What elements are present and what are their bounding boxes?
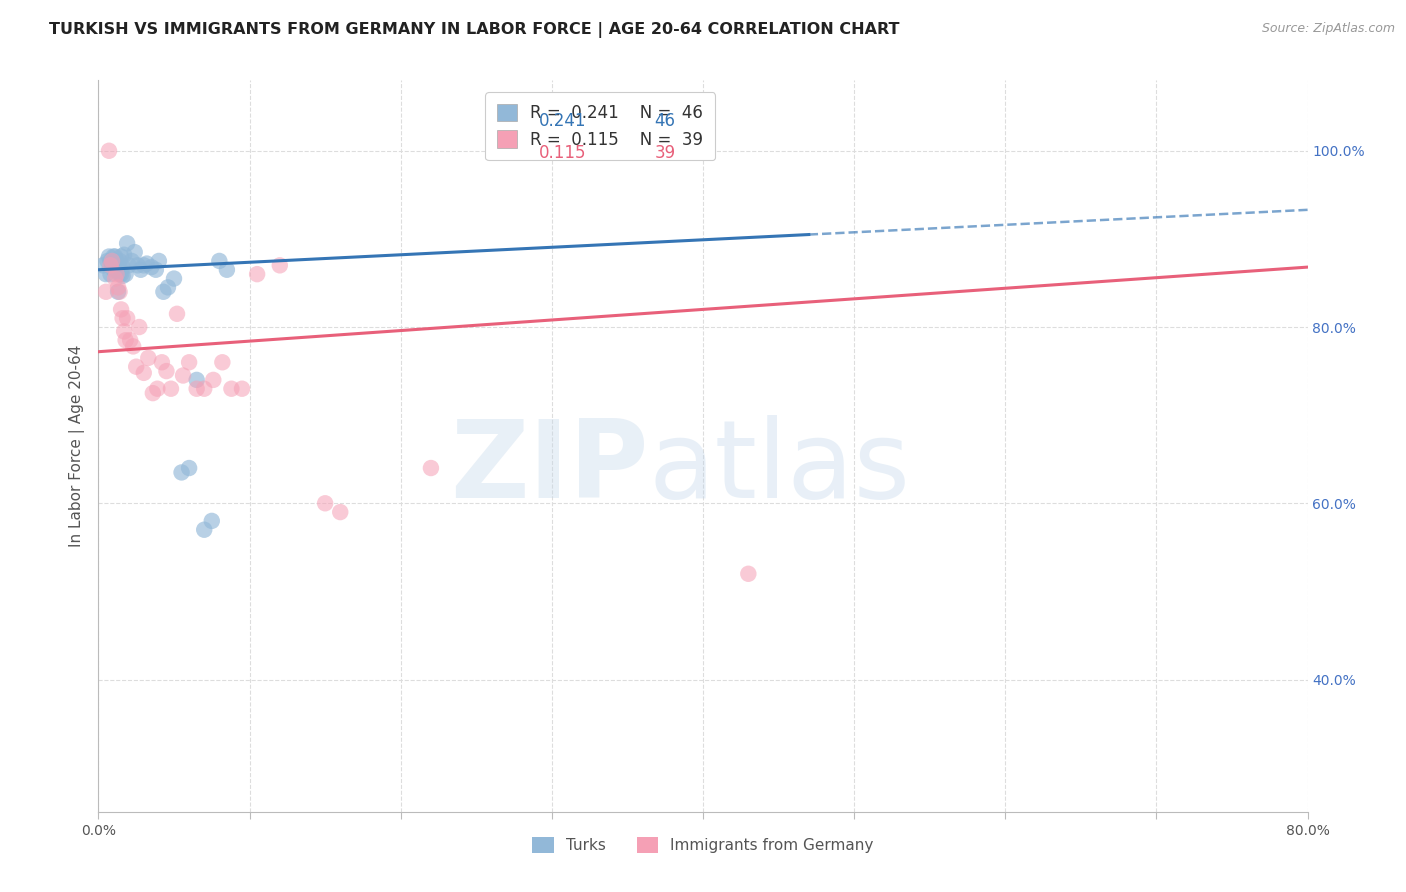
Point xyxy=(124,245,146,260)
Point xyxy=(737,566,759,581)
Point xyxy=(269,258,291,272)
Point xyxy=(100,267,122,281)
Point xyxy=(155,364,177,378)
Point xyxy=(110,250,132,264)
Point xyxy=(146,382,169,396)
Point xyxy=(170,466,193,480)
Point xyxy=(150,355,173,369)
Point xyxy=(94,267,117,281)
Point xyxy=(111,260,134,274)
Point xyxy=(101,254,124,268)
Point xyxy=(172,368,194,383)
Point xyxy=(202,373,225,387)
Point xyxy=(104,258,127,272)
Point xyxy=(179,461,201,475)
Point xyxy=(136,351,159,365)
Point xyxy=(314,496,336,510)
Text: ZIP: ZIP xyxy=(450,415,648,521)
Point xyxy=(110,267,132,281)
Point xyxy=(132,258,155,272)
Point xyxy=(118,258,141,272)
Point xyxy=(120,333,142,347)
Point xyxy=(115,311,138,326)
Point xyxy=(114,333,136,347)
Point xyxy=(179,355,201,369)
Y-axis label: In Labor Force | Age 20-64: In Labor Force | Age 20-64 xyxy=(69,345,86,547)
Point xyxy=(661,144,683,158)
Point xyxy=(110,302,132,317)
Point xyxy=(108,254,131,268)
Point xyxy=(231,382,253,396)
Point xyxy=(221,382,243,396)
Point xyxy=(125,359,148,374)
Point xyxy=(122,339,145,353)
Point xyxy=(115,236,138,251)
Point xyxy=(105,267,128,281)
Point xyxy=(166,307,188,321)
Point xyxy=(98,144,121,158)
Legend: Turks, Immigrants from Germany: Turks, Immigrants from Germany xyxy=(526,830,880,859)
Point xyxy=(111,268,134,283)
Point xyxy=(685,144,707,158)
Point xyxy=(193,523,215,537)
Point xyxy=(108,267,131,281)
Point xyxy=(186,373,208,387)
Point xyxy=(94,285,117,299)
Point xyxy=(132,366,155,380)
Point xyxy=(211,355,233,369)
Point xyxy=(215,262,238,277)
Point xyxy=(163,271,186,285)
Point xyxy=(145,262,167,277)
Point xyxy=(105,254,128,268)
Point xyxy=(104,271,127,285)
Point xyxy=(141,260,163,274)
Text: TURKISH VS IMMIGRANTS FROM GERMANY IN LABOR FORCE | AGE 20-64 CORRELATION CHART: TURKISH VS IMMIGRANTS FROM GERMANY IN LA… xyxy=(49,22,900,38)
Point xyxy=(156,280,179,294)
Point xyxy=(246,267,269,281)
Point xyxy=(329,505,352,519)
Point xyxy=(193,382,215,396)
Point xyxy=(121,254,143,268)
Text: Source: ZipAtlas.com: Source: ZipAtlas.com xyxy=(1261,22,1395,36)
Point xyxy=(111,311,134,326)
Point xyxy=(105,262,128,277)
Point xyxy=(112,248,135,262)
Text: 0.115: 0.115 xyxy=(538,145,586,162)
Text: 46: 46 xyxy=(655,112,676,129)
Point xyxy=(91,258,114,272)
Point xyxy=(96,254,118,268)
Point xyxy=(420,461,443,475)
Text: 39: 39 xyxy=(655,145,676,162)
Point xyxy=(108,285,131,299)
Point xyxy=(107,280,129,294)
Point xyxy=(101,258,124,272)
Point xyxy=(135,256,157,270)
Point xyxy=(98,250,121,264)
Point xyxy=(148,254,170,268)
Point xyxy=(152,285,174,299)
Point xyxy=(114,267,136,281)
Point xyxy=(128,320,150,334)
Point xyxy=(160,382,183,396)
Point xyxy=(208,254,231,268)
Point xyxy=(107,258,129,272)
Point xyxy=(107,285,129,299)
Point xyxy=(201,514,224,528)
Point xyxy=(100,258,122,272)
Point xyxy=(103,262,125,277)
Point xyxy=(112,325,135,339)
Point xyxy=(103,250,125,264)
Point xyxy=(127,258,149,272)
Text: 0.241: 0.241 xyxy=(538,112,586,129)
Text: atlas: atlas xyxy=(648,415,911,521)
Point xyxy=(100,254,122,268)
Point xyxy=(129,262,152,277)
Point xyxy=(142,386,165,401)
Point xyxy=(186,382,208,396)
Point xyxy=(104,250,127,264)
